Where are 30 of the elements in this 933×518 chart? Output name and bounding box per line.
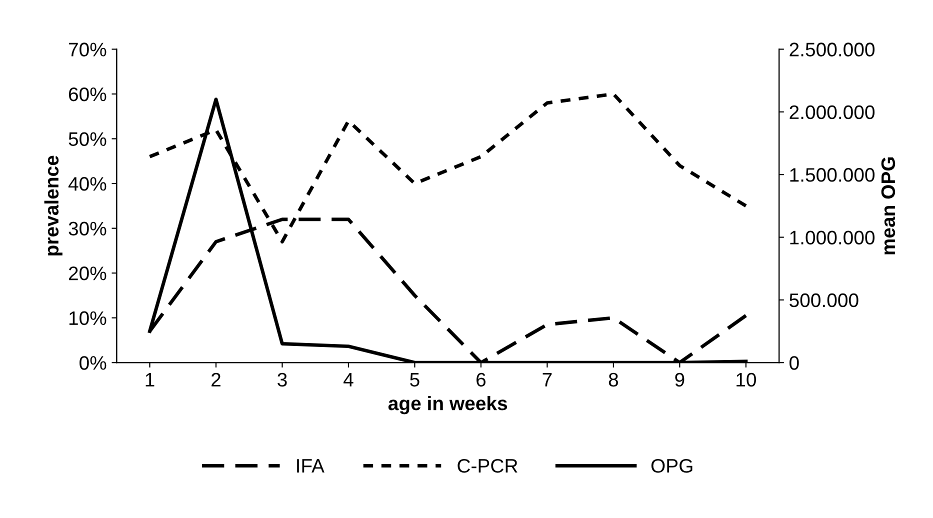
y-tick-label: 20% xyxy=(68,266,106,280)
x-tick-label: 9 xyxy=(675,372,684,387)
x-tick-label: 5 xyxy=(410,373,420,387)
y-tick-label: 70% xyxy=(68,42,106,56)
x-tick-label: 1 xyxy=(146,373,154,386)
y2-tick-label: 1.000.000 xyxy=(790,230,875,244)
y2-tick-label: 500.000 xyxy=(790,293,858,308)
y-tick-label: 30% xyxy=(68,222,106,236)
y2-tick-label: 2.000.000 xyxy=(790,105,875,120)
y2-tick-label: 1.500.000 xyxy=(790,168,875,182)
x-axis-title: age in weeks xyxy=(388,396,508,414)
legend-label: C-PCR xyxy=(458,458,518,473)
y-tick-label: 40% xyxy=(68,176,106,191)
y2-axis-title: mean OPG xyxy=(881,157,896,254)
x-tick-label: 4 xyxy=(344,373,354,386)
legend-label: OPG xyxy=(651,458,692,473)
y-tick-label: 60% xyxy=(68,87,106,102)
y-tick-label: 50% xyxy=(68,132,106,146)
x-tick-label: 10 xyxy=(736,372,756,387)
x-tick-label: 2 xyxy=(212,372,220,386)
legend-label: IFA xyxy=(297,459,324,473)
y-axis-title: prevalence xyxy=(44,156,62,256)
x-tick-label: 3 xyxy=(278,372,287,387)
y-tick-label: 0% xyxy=(80,356,106,370)
y-tick-label: 10% xyxy=(69,311,106,326)
x-tick-label: 7 xyxy=(542,373,552,386)
x-tick-label: 6 xyxy=(476,372,486,387)
y2-tick-label: 0 xyxy=(790,356,799,370)
y2-tick-label: 2.500.000 xyxy=(790,42,875,56)
x-tick-label: 8 xyxy=(608,372,618,387)
